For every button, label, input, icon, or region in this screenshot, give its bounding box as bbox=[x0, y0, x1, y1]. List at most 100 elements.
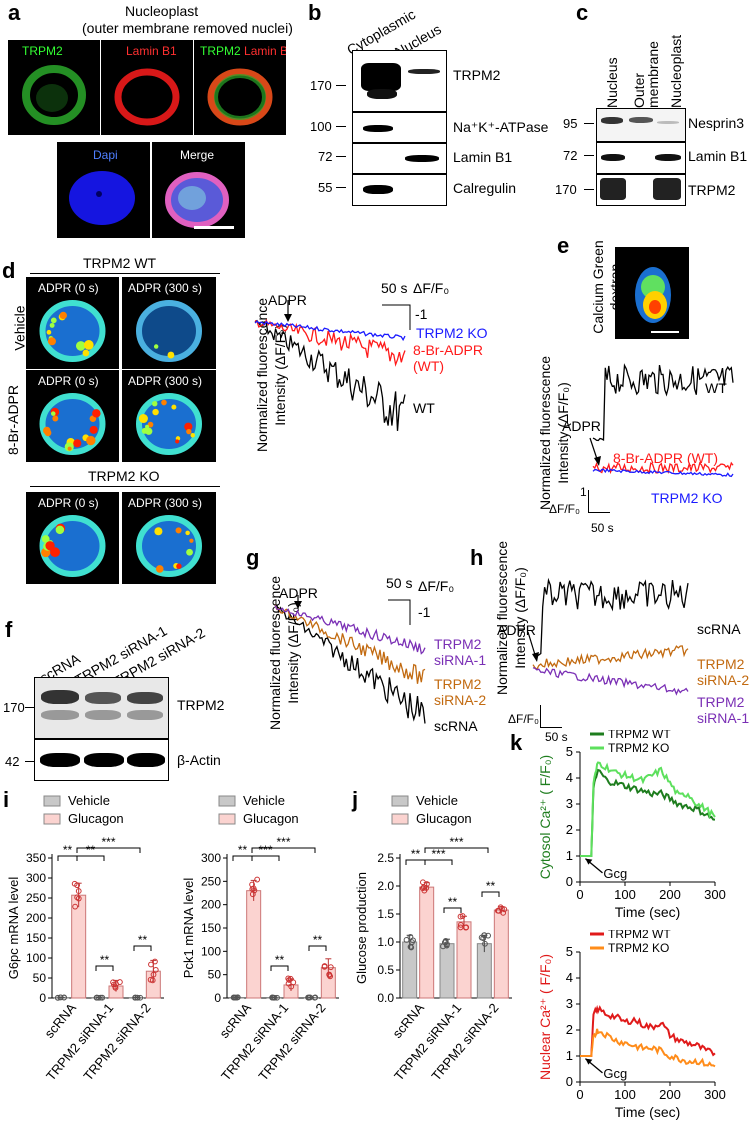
y-tick-label: 2 bbox=[566, 822, 573, 837]
d-label-0s-b: ADPR (0 s) bbox=[38, 374, 99, 388]
d-wt-title: TRPM2 WT bbox=[83, 255, 157, 271]
nucleus-body bbox=[139, 303, 199, 359]
data-point bbox=[482, 940, 488, 947]
d-series-8br-2: (WT) bbox=[413, 358, 445, 374]
b-mw-170: 170 bbox=[310, 78, 332, 93]
sig-bracket bbox=[133, 945, 152, 951]
data-point bbox=[442, 937, 449, 944]
hotspot bbox=[186, 428, 192, 435]
data-point bbox=[233, 994, 240, 1001]
panel-g-label: g bbox=[246, 545, 260, 570]
f-mw-42: 42 bbox=[5, 754, 20, 769]
data-point bbox=[497, 904, 504, 911]
hotspot bbox=[50, 317, 57, 324]
hotspot bbox=[186, 548, 193, 556]
y-tick-label: 350 bbox=[26, 851, 46, 865]
e-series-wt: WT bbox=[705, 380, 727, 396]
d-scale-time: 50 s bbox=[381, 280, 408, 296]
legend-label-1: TRPM2 KO bbox=[608, 741, 669, 755]
data-point bbox=[97, 994, 104, 1001]
x-tick-label: TRPM2 siRNA-2 bbox=[428, 1000, 501, 1083]
data-point bbox=[321, 963, 328, 969]
data-point bbox=[149, 977, 156, 984]
hotspot bbox=[189, 538, 194, 543]
data-point bbox=[326, 972, 333, 979]
g-scale-yvalue: -1 bbox=[418, 604, 431, 620]
hotspot bbox=[59, 311, 67, 320]
sig-label: ** bbox=[138, 933, 148, 947]
data-point bbox=[457, 921, 464, 928]
legend-label-0: TRPM2 WT bbox=[608, 730, 671, 741]
nucleus-rim bbox=[39, 515, 106, 577]
merge-label: Merge bbox=[180, 148, 215, 162]
scale-bar bbox=[651, 331, 679, 333]
c-row-trpm2: TRPM2 bbox=[688, 182, 736, 198]
hotspot bbox=[55, 525, 65, 535]
x-tick-label: TRPM2 siRNA-2 bbox=[255, 1000, 328, 1083]
hotspot bbox=[83, 340, 94, 350]
hotspot bbox=[92, 409, 101, 418]
scale-bar bbox=[388, 599, 411, 625]
y-tick-label: 100 bbox=[201, 944, 221, 958]
hotspot bbox=[175, 439, 180, 444]
cell-hot bbox=[649, 300, 661, 314]
x-tick-label: 300 bbox=[704, 1087, 726, 1102]
b-mw-100: 100 bbox=[310, 119, 332, 134]
trpm2-label: TRPM2 bbox=[22, 44, 63, 58]
adpr-arrowhead bbox=[284, 314, 292, 322]
d-row-8br: 8-Br-ADPR bbox=[5, 384, 22, 456]
legend-label-1: TRPM2 KO bbox=[608, 941, 669, 955]
y-tick-label: 100 bbox=[26, 951, 46, 965]
sirna2-trace bbox=[274, 604, 426, 684]
hotspot bbox=[152, 400, 158, 407]
e-ylabel-1: Normalized fluorescence bbox=[537, 355, 553, 511]
data-point bbox=[96, 994, 102, 1001]
data-point bbox=[74, 894, 81, 901]
b-row-atpase: Na⁺K⁺-ATPase bbox=[453, 119, 549, 135]
y-tick-label: 200 bbox=[201, 898, 221, 912]
g-scale-ylabel: ΔF/F₀ bbox=[418, 578, 455, 594]
g-scale-time: 50 s bbox=[386, 575, 413, 591]
c-blot-laminb1 bbox=[596, 142, 686, 174]
x-axis-label: Time (sec) bbox=[615, 904, 681, 920]
hotspot bbox=[185, 530, 190, 536]
x-tick-label: 100 bbox=[614, 1087, 636, 1102]
y-tick-label: 150 bbox=[26, 931, 46, 945]
sig-bracket bbox=[424, 859, 453, 865]
data-point bbox=[250, 885, 257, 892]
merge-trpm2-label: TRPM2 bbox=[200, 44, 241, 58]
chart-cytosol-ca: 0 1 2 3 4 5 0 100 200 300 Time (sec) Cytosol Ca²⁺ (… bbox=[537, 730, 726, 920]
sig-label: *** bbox=[258, 843, 272, 857]
y-tick-label: 2 bbox=[566, 1022, 573, 1037]
y-tick-label: 5 bbox=[566, 944, 573, 959]
y-axis-label: Glucose production bbox=[354, 872, 369, 984]
y-tick-label: 1 bbox=[566, 1048, 573, 1063]
gcg-arrowhead bbox=[585, 1058, 593, 1065]
hotspot bbox=[73, 439, 82, 448]
y-tick-label: 0 bbox=[214, 991, 221, 1005]
hotspot bbox=[89, 425, 98, 434]
merge-laminb1-label: Lamin B1 bbox=[244, 44, 286, 58]
f-blot-trpm2 bbox=[34, 677, 169, 739]
sig-bracket bbox=[76, 847, 141, 853]
hotspot bbox=[75, 341, 86, 351]
sig-bracket bbox=[76, 855, 105, 861]
g-series-scrna: scRNA bbox=[434, 718, 478, 734]
legend-label-1: Glucagon bbox=[416, 811, 472, 826]
c-mw-95: 95 bbox=[563, 116, 578, 131]
h-trace-plot bbox=[528, 577, 689, 696]
data-point bbox=[409, 939, 415, 946]
data-point bbox=[148, 961, 154, 968]
d-label-300s-b: ADPR (300 s) bbox=[128, 374, 203, 388]
c-col-nucleus: Nucleus bbox=[604, 57, 620, 108]
y-tick-label: 4 bbox=[566, 770, 573, 785]
y-tick-label: 3 bbox=[566, 996, 573, 1011]
hotspot bbox=[154, 527, 163, 536]
y-tick-label: 4 bbox=[566, 970, 573, 985]
sig-bracket bbox=[95, 965, 114, 971]
hotspot bbox=[155, 565, 164, 573]
y-tick-label: 200 bbox=[26, 911, 46, 925]
wt-trace bbox=[592, 363, 734, 442]
f-mw-170: 170 bbox=[3, 700, 25, 715]
panel-f-label: f bbox=[5, 617, 13, 642]
